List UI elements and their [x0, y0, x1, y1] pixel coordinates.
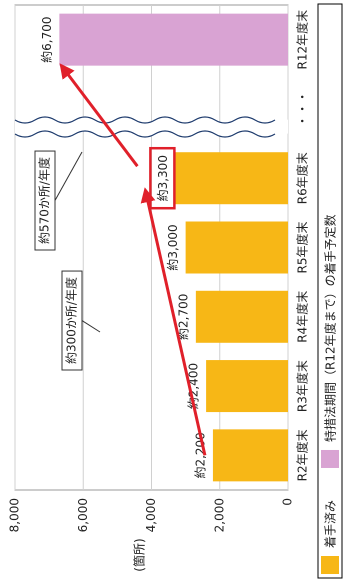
- value-label: 約3,000: [165, 224, 180, 270]
- bar: [195, 290, 288, 343]
- axis-break: [14, 130, 276, 138]
- arrow: [59, 63, 139, 168]
- axis-break: [14, 116, 276, 124]
- annotation: 約300か所/年度: [64, 277, 79, 364]
- axis-break-fill: [15, 117, 288, 137]
- legend-swatch: [321, 556, 339, 574]
- highlight-box: [149, 146, 176, 210]
- value-label: 約3,300: [155, 155, 170, 201]
- x-tick-label: R3年度末: [295, 360, 310, 412]
- annotations: 約300か所/年度 約570か所/年度: [34, 63, 207, 456]
- x-tick-label: R6年度末: [295, 152, 310, 204]
- y-tick-label: 8,000: [8, 498, 22, 532]
- bar: [185, 221, 288, 274]
- annotation: 約570か所/年度: [37, 157, 52, 244]
- leader-line: [81, 320, 101, 333]
- value-label: 約2,700: [175, 294, 190, 340]
- legend-frame: [317, 3, 343, 579]
- x-tick-label: R12年度末: [295, 10, 310, 70]
- leader-line: [54, 151, 83, 201]
- y-axis-label: (箇所): [133, 538, 147, 571]
- bar: [59, 13, 288, 66]
- y-tick-label: 6,000: [76, 498, 90, 532]
- y-tick-label: 0: [281, 498, 295, 506]
- legend-label: 着手済み: [323, 500, 338, 548]
- x-tick-label: R5年度末: [295, 222, 310, 274]
- y-tick-label: 4,000: [144, 498, 158, 532]
- legend-swatch: [321, 449, 339, 468]
- bar: [206, 360, 289, 413]
- x-tick-label: R4年度末: [295, 291, 310, 343]
- bar: [175, 152, 288, 205]
- y-tick-label: 2,000: [212, 498, 226, 532]
- x-tick-label: R2年度末: [295, 429, 310, 481]
- arrow: [140, 187, 207, 456]
- value-label: 約2,400: [186, 363, 201, 409]
- legend-label: 特措法期間（R12年度まで）の着手予定数: [323, 214, 338, 442]
- x-tick-label: ・・・: [296, 91, 310, 127]
- bar: [212, 429, 288, 482]
- value-label: 約6,700: [39, 16, 54, 62]
- marks: 0 2,000 4,000 6,000 8,000 R2年度末 R3年度末 R4年度末 R5年度…: [8, 5, 310, 532]
